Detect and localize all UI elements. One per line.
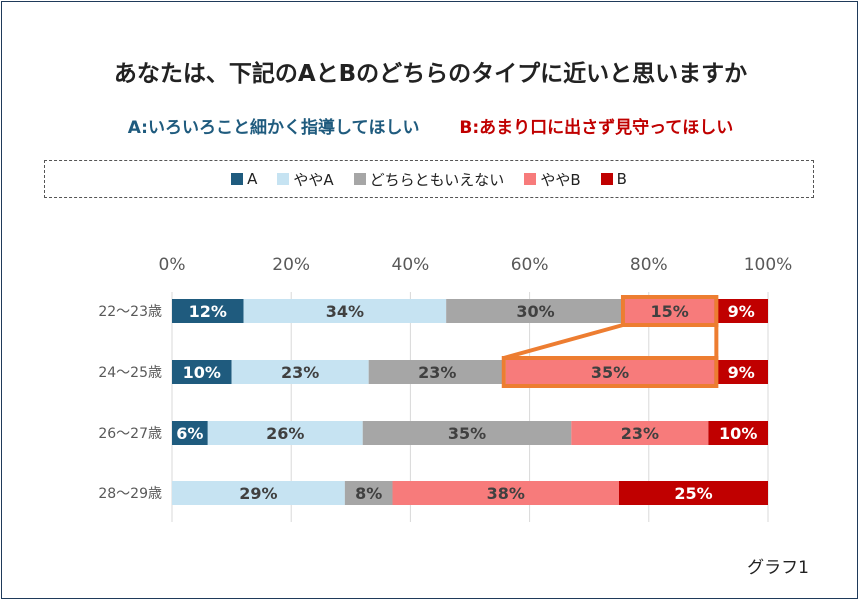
data-label: 12% [189, 302, 227, 321]
bar-segment [368, 360, 506, 384]
bar-segment [505, 360, 715, 384]
data-label: 29% [239, 484, 277, 503]
bar-segment [446, 299, 625, 323]
data-label: 23% [418, 363, 456, 382]
legend-label: どちらともいえない [369, 170, 505, 189]
x-tick-label: 100% [744, 255, 793, 275]
data-label: 35% [591, 363, 629, 382]
graph-number-label: グラフ1 [747, 558, 809, 578]
data-label: 10% [183, 363, 221, 382]
bar-segment [172, 360, 232, 384]
legend-label: A [247, 170, 258, 188]
data-label: 15% [651, 302, 689, 321]
bar-segment [624, 299, 715, 323]
bar-segment [392, 481, 619, 505]
bar-segment [172, 299, 244, 323]
legend-swatch [277, 173, 290, 185]
data-label: 35% [448, 424, 486, 443]
legend-label: ややB [540, 170, 581, 189]
chart-legend: A ややA どちらともいえない ややB B [44, 160, 814, 198]
category-label: 28～29歳 [98, 486, 162, 502]
legend-swatch [600, 173, 613, 185]
legend-swatch [353, 173, 366, 185]
legend-item: A [231, 170, 257, 188]
data-label: 34% [326, 302, 364, 321]
data-label: 9% [728, 363, 755, 382]
x-tick-label: 60% [511, 255, 549, 275]
data-label: 25% [674, 484, 712, 503]
legend-swatch [524, 173, 537, 185]
bar-segment [344, 481, 393, 505]
bar-segment [714, 299, 768, 323]
data-label: 10% [719, 424, 757, 443]
data-label: 6% [176, 424, 203, 443]
category-label: 22～23歳 [98, 304, 162, 320]
legend-item: ややB [524, 169, 581, 190]
bar-segment [172, 481, 345, 505]
chart-title: あなたは、下記のAとBのどちらのタイプに近いと思いますか [113, 61, 748, 87]
option-a-description: A:いろいろこと細かく指導してほしい [127, 118, 420, 138]
bar-segment [619, 481, 768, 505]
data-label: 9% [728, 302, 755, 321]
legend-item: B [600, 170, 627, 188]
category-label: 26～27歳 [98, 426, 162, 442]
bar-segment [571, 421, 709, 445]
bar-segment [708, 421, 768, 445]
x-tick-label: 80% [630, 255, 668, 275]
x-tick-label: 20% [272, 255, 310, 275]
bar-segment [362, 421, 572, 445]
bar-segment [243, 299, 447, 323]
data-label: 23% [281, 363, 319, 382]
data-label: 26% [266, 424, 304, 443]
legend-item: ややA [277, 169, 334, 190]
highlight-connector [503, 323, 719, 360]
bar-segment [714, 360, 768, 384]
data-label: 30% [516, 302, 554, 321]
bar-segment [207, 421, 363, 445]
option-b-description: B:あまり口に出さず見守ってほしい [459, 118, 734, 138]
x-tick-label: 0% [159, 255, 186, 275]
x-tick-label: 40% [392, 255, 430, 275]
bar-segment [172, 421, 208, 445]
data-label: 38% [487, 484, 525, 503]
legend-label: B [616, 170, 627, 188]
category-label: 24～25歳 [98, 365, 162, 381]
data-label: 23% [621, 424, 659, 443]
bar-segment [231, 360, 369, 384]
data-label: 8% [355, 484, 382, 503]
legend-item: どちらともいえない [353, 169, 505, 190]
chart-subtitle: A:いろいろこと細かく指導してほしい B:あまり口に出さず見守ってほしい [0, 113, 861, 138]
legend-label: ややA [293, 170, 334, 189]
legend-swatch [231, 173, 244, 185]
